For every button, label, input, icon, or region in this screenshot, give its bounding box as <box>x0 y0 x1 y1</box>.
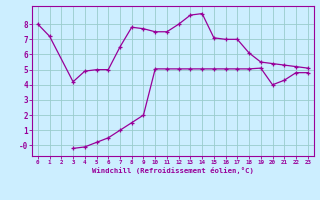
X-axis label: Windchill (Refroidissement éolien,°C): Windchill (Refroidissement éolien,°C) <box>92 167 254 174</box>
